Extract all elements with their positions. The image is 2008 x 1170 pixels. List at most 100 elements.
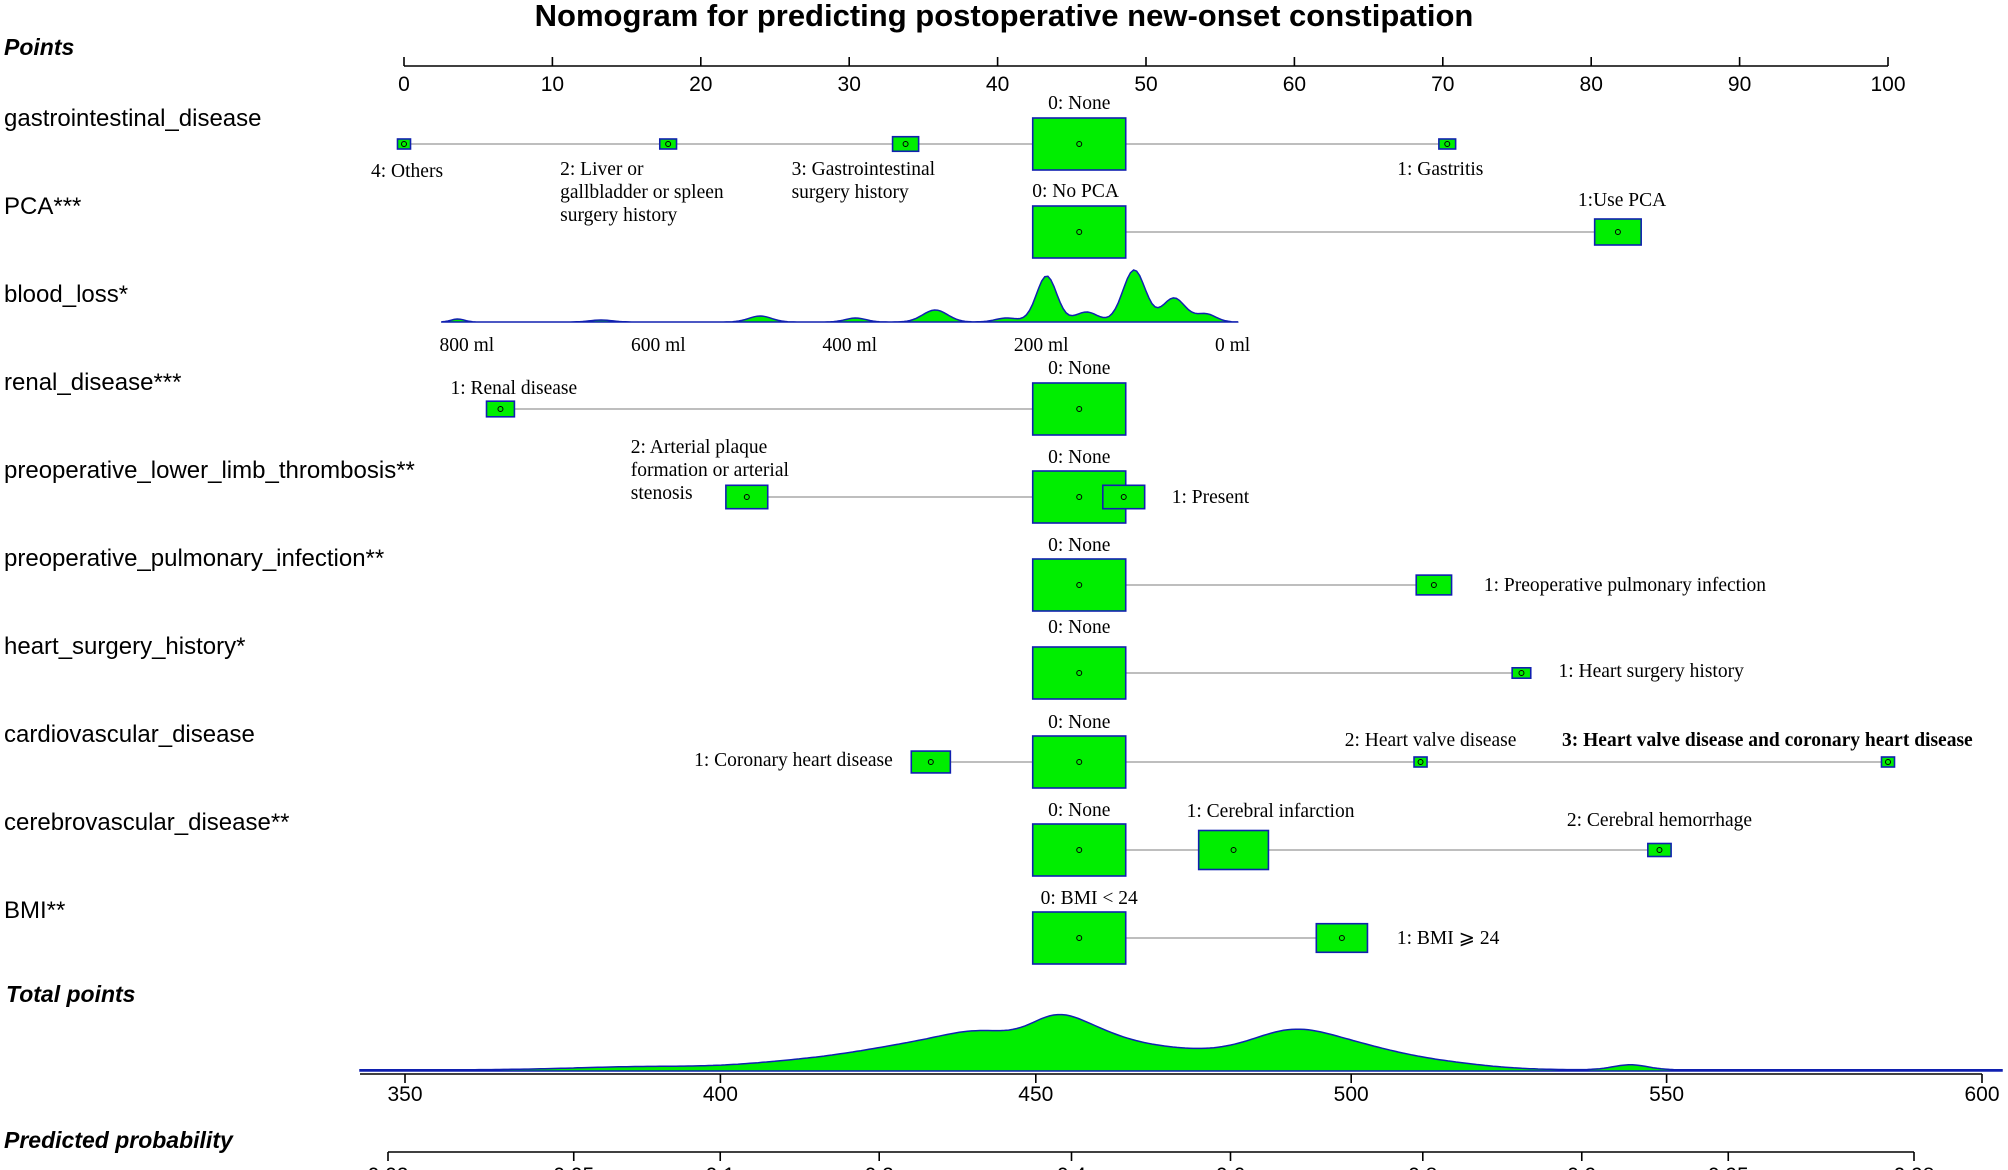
category-label: 1: Gastritis: [1397, 159, 1483, 180]
total-points-axis: 350 400 450 500 550 600: [359, 1013, 2003, 1106]
total-points-tick-label: 450: [1018, 1083, 1053, 1106]
points-axis-tick-label: 0: [398, 73, 410, 96]
category-box: [1880, 756, 1896, 768]
category-point: [665, 141, 672, 147]
probability-tick-label: 0.8: [1408, 1164, 1437, 1170]
blood-loss-tick-label: 600 ml: [631, 335, 686, 356]
category-label: 4: Others: [371, 161, 443, 182]
points-axis-tick-label: 10: [541, 73, 564, 96]
category-label: 2: Liver or gallbladder or spleen surgery …: [560, 159, 724, 226]
category-label: 1:Use PCA: [1578, 190, 1666, 211]
category-point: [401, 141, 407, 147]
probability-tick-label: 0.9: [1567, 1164, 1596, 1170]
category-box: [396, 138, 412, 150]
chart-title: Nomogram for predicting postoperative ne…: [535, 0, 1474, 33]
category-label: 2: Cerebral hemorrhage: [1567, 810, 1752, 831]
category-box: [1647, 842, 1672, 858]
points-axis: 0 10 20 30 40 50 60 70 80 90 100: [398, 57, 1906, 96]
category-label: 3: Heart valve disease and coronary hear…: [1562, 730, 1973, 751]
probability-tick-label: 0.02: [368, 1164, 409, 1170]
category-label: 0: BMI < 24: [1041, 888, 1138, 909]
total-points-tick-label: 400: [703, 1083, 738, 1106]
category-label: 3: Gastrointestinal surgery history: [792, 159, 936, 203]
category-box: [1031, 382, 1127, 436]
category-label: 0: None: [1048, 800, 1110, 821]
category-box: [1415, 574, 1453, 596]
category-point: [1518, 670, 1525, 676]
category-point: [1076, 406, 1083, 412]
variable-label: cerebrovascular_disease**: [4, 809, 290, 836]
category-label-line: 2: Liver or: [560, 159, 644, 180]
category-point: [927, 759, 934, 765]
points-axis-tick-label: 20: [689, 73, 712, 96]
variable-rows: gastrointestinal_disease 0: None 1: Gastri…: [4, 93, 1973, 965]
category-point: [497, 406, 504, 412]
probability-tick-label: 0.1: [706, 1164, 735, 1170]
category-label-line: surgery history: [560, 205, 677, 226]
variable-label: blood_loss*: [4, 281, 128, 308]
points-axis-tick-label: 70: [1431, 73, 1454, 96]
category-label: 1: Preoperative pulmonary infection: [1484, 575, 1766, 596]
probability-tick-label: 0.05: [553, 1164, 594, 1170]
variable-label: preoperative_pulmonary_infection**: [4, 545, 384, 572]
category-point: [1120, 494, 1127, 500]
category-label: 0: None: [1048, 93, 1110, 114]
category-box: [1031, 823, 1127, 877]
category-label: 2: Arterial plaque formation or arterial s…: [631, 437, 790, 504]
category-box: [910, 750, 952, 774]
category-label-line: gallbladder or spleen: [560, 182, 724, 203]
category-box: [1438, 138, 1457, 150]
probability-tick-label: 0.2: [865, 1164, 894, 1170]
category-point: [1076, 847, 1083, 853]
points-axis-tick-label: 30: [838, 73, 861, 96]
probability-axis-title: Predicted probability: [4, 1127, 234, 1153]
variable-label: cardiovascular_disease: [4, 721, 255, 748]
category-box: [1031, 558, 1127, 612]
category-label: 0: None: [1048, 617, 1110, 638]
probability-tick-label: 0.98: [1894, 1164, 1935, 1170]
category-point: [1614, 229, 1621, 235]
total-points-tick-label: 350: [387, 1083, 422, 1106]
category-label: 0: None: [1048, 447, 1110, 468]
category-point: [1444, 141, 1451, 147]
category-box: [1031, 646, 1127, 700]
category-box: [1413, 756, 1428, 768]
blood-loss-tick-label: 200 ml: [1014, 335, 1069, 356]
category-box: [1315, 922, 1369, 954]
category-point: [743, 494, 750, 500]
category-point: [1076, 494, 1083, 500]
category-label: 1: Heart surgery history: [1558, 661, 1744, 682]
variable-label: preoperative_lower_limb_thrombosis**: [4, 457, 415, 484]
total-points-tick-label: 550: [1649, 1083, 1684, 1106]
category-label-line: surgery history: [792, 182, 909, 203]
category-point: [1076, 670, 1083, 676]
category-point: [1656, 847, 1663, 853]
category-label: 1: Cerebral infarction: [1187, 801, 1355, 822]
category-label: 1: Present: [1172, 487, 1250, 508]
category-box: [1197, 829, 1270, 871]
category-point: [902, 141, 909, 147]
category-box: [1031, 117, 1127, 171]
variable-label: renal_disease***: [4, 369, 181, 396]
points-axis-tick-label: 60: [1283, 73, 1306, 96]
blood-loss-density: [441, 269, 1239, 323]
category-box: [485, 400, 516, 418]
total-points-tick-label: 500: [1334, 1083, 1369, 1106]
category-box: [1511, 666, 1532, 679]
category-point: [1430, 582, 1437, 588]
category-label: 2: Heart valve disease: [1345, 730, 1517, 751]
points-axis-title: Points: [4, 34, 74, 60]
category-point: [1076, 141, 1083, 147]
points-axis-tick-label: 100: [1870, 73, 1905, 96]
category-label-line: stenosis: [631, 483, 693, 504]
probability-tick-label: 0.4: [1057, 1164, 1087, 1170]
category-label: 0: No PCA: [1032, 181, 1119, 202]
category-box: [891, 135, 920, 153]
probability-tick-label: 0.95: [1708, 1164, 1749, 1170]
category-point: [1076, 229, 1083, 235]
category-box: [1031, 735, 1127, 789]
points-axis-tick-label: 80: [1580, 73, 1603, 96]
variable-label: heart_surgery_history*: [4, 633, 245, 660]
category-box: [1031, 205, 1127, 259]
